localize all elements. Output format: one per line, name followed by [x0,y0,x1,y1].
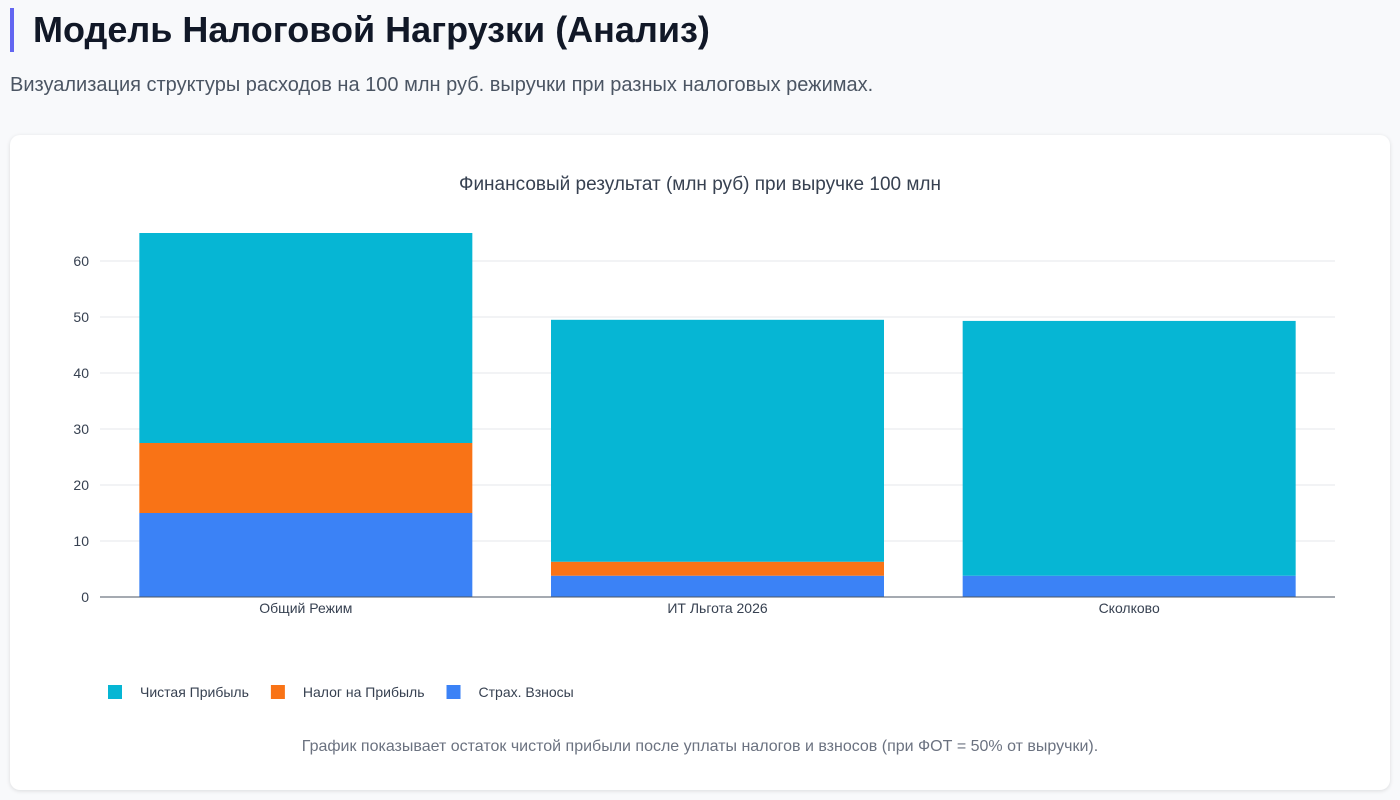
legend-swatch [446,685,461,699]
bar-segment [551,575,884,597]
legend-label: Чистая Прибыль [140,684,249,700]
page-subtitle: Визуализация структуры расходов на 100 м… [10,74,874,96]
x-tick-label: Сколково [1099,600,1160,616]
chart-title: Финансовый результат (млн руб) при выруч… [459,174,941,195]
y-tick-label: 50 [73,309,89,325]
legend-label: Страх. Взносы [479,684,574,700]
bar-segment [962,575,1296,597]
bar-segment [139,233,473,443]
legend-label: Налог на Прибыль [303,684,425,700]
x-tick-label: ИТ Льгота 2026 [667,600,768,616]
bar-segment [139,513,473,597]
y-tick-label: 30 [73,421,89,437]
y-tick-label: 40 [73,365,89,381]
y-tick-label: 60 [73,253,89,269]
y-tick-label: 20 [73,477,89,493]
chart-footnote: График показывает остаток чистой прибыли… [301,738,1099,755]
bar-segment [551,319,884,562]
page-title: Модель Налоговой Нагрузки (Анализ) [10,8,710,52]
bar-segment [139,443,473,513]
x-tick-label: Общий Режим [259,600,352,616]
y-tick-label: 0 [81,589,89,605]
legend-swatch [270,685,285,699]
legend-swatch [108,685,122,699]
bar-segment [962,320,1296,576]
bar-segment [551,561,884,576]
y-tick-label: 10 [73,533,89,549]
